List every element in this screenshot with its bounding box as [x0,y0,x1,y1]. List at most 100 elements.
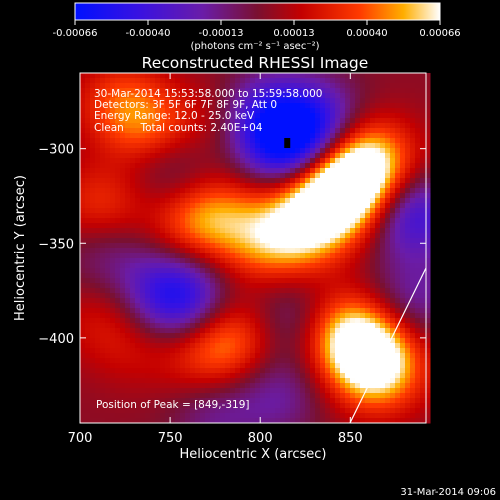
heatmap-cell [380,368,386,374]
heatmap-cell [115,128,121,134]
heatmap-cell [425,73,431,79]
heatmap-cell [360,368,366,374]
heatmap-cell [245,203,251,209]
heatmap-cell [140,373,146,379]
heatmap-cell [205,98,211,104]
heatmap-cell [380,168,386,174]
heatmap-cell [250,333,256,339]
heatmap-cell [150,343,156,349]
heatmap-cell [250,353,256,359]
heatmap-cell [120,218,126,224]
heatmap-cell [95,283,101,289]
heatmap-cell [305,333,311,339]
heatmap-cell [305,343,311,349]
heatmap-cell [350,318,356,324]
heatmap-cell [340,293,346,299]
heatmap-cell [260,203,266,209]
heatmap-cell [155,183,161,189]
heatmap-cell [325,343,331,349]
heatmap-cell [390,323,396,329]
heatmap-cell [80,193,86,199]
heatmap-cell [380,398,386,404]
heatmap-cell [425,243,431,249]
heatmap-cell [385,373,391,379]
heatmap-cell [335,403,341,409]
heatmap-cell [80,398,86,404]
heatmap-cell [85,228,91,234]
heatmap-cell [230,113,236,119]
heatmap-cell [90,393,96,399]
heatmap-cell [415,168,421,174]
heatmap-cell [325,268,331,274]
heatmap-cell [85,203,91,209]
heatmap-cell [360,273,366,279]
heatmap-cell [330,273,336,279]
heatmap-cell [260,333,266,339]
heatmap-cell [240,263,246,269]
heatmap-cell [275,133,281,139]
heatmap-cell [190,218,196,224]
heatmap-cell [335,328,341,334]
heatmap-cell [245,168,251,174]
heatmap-cell [425,393,431,399]
heatmap-cell [215,278,221,284]
heatmap-cell [95,368,101,374]
heatmap-cell [230,163,236,169]
heatmap-cell [405,253,411,259]
heatmap-cell [200,318,206,324]
heatmap-cell [340,393,346,399]
heatmap-cell [355,213,361,219]
heatmap-cell [255,383,261,389]
heatmap-cell [400,338,406,344]
heatmap-cell [400,288,406,294]
heatmap-cell [100,178,106,184]
heatmap-cell [255,133,261,139]
heatmap-cell [270,183,276,189]
heatmap-cell [350,178,356,184]
heatmap-cell [160,368,166,374]
heatmap-cell [200,273,206,279]
heatmap-cell [250,223,256,229]
heatmap-cell [410,73,416,79]
heatmap-cell [150,263,156,269]
heatmap-cell [260,238,266,244]
heatmap-cell [115,333,121,339]
heatmap-cell [395,338,401,344]
heatmap-cell [380,188,386,194]
heatmap-cell [350,223,356,229]
heatmap-cell [205,213,211,219]
heatmap-cell [340,173,346,179]
heatmap-cell [220,218,226,224]
heatmap-cell [340,323,346,329]
heatmap-cell [215,403,221,409]
heatmap-cell [165,318,171,324]
heatmap-cell [165,303,171,309]
heatmap-cell [240,228,246,234]
heatmap-cell [370,358,376,364]
heatmap-cell [240,378,246,384]
heatmap-cell [225,213,231,219]
heatmap-cell [355,88,361,94]
heatmap-cell [115,73,121,79]
heatmap-cell [400,83,406,89]
heatmap-cell [375,403,381,409]
heatmap-cell [110,198,116,204]
heatmap-cell [310,73,316,79]
heatmap-cell [320,308,326,314]
heatmap-cell [385,223,391,229]
heatmap-cell [375,338,381,344]
heatmap-cell [235,223,241,229]
heatmap-cell [265,78,271,84]
heatmap-cell [220,103,226,109]
heatmap-cell [265,298,271,304]
heatmap-cell [165,328,171,334]
heatmap-cell [320,298,326,304]
heatmap-cell [400,298,406,304]
heatmap-cell [145,303,151,309]
heatmap-cell [355,273,361,279]
heatmap-cell [165,358,171,364]
heatmap-cell [425,88,431,94]
heatmap-cell [150,403,156,409]
heatmap-cell [215,213,221,219]
colorbar-tick-label: -0.00066 [53,28,98,39]
